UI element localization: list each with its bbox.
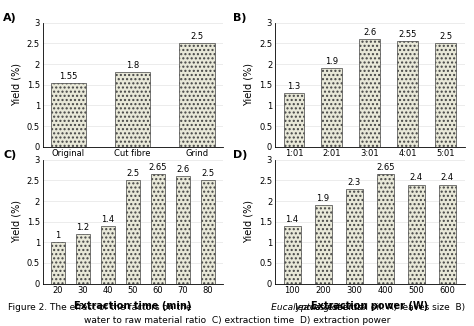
Text: 2.3: 2.3 — [347, 178, 361, 186]
Text: 2.65: 2.65 — [148, 163, 167, 172]
Bar — [76, 234, 90, 284]
Bar — [176, 176, 190, 284]
Y-axis label: Yield (%): Yield (%) — [11, 63, 21, 106]
Text: 2.4: 2.4 — [441, 173, 454, 183]
Text: 1.55: 1.55 — [59, 72, 78, 81]
Text: 1.9: 1.9 — [325, 57, 338, 66]
X-axis label: Water : raw material ratio (mL.:g): Water : raw material ratio (mL.:g) — [276, 164, 463, 174]
Bar — [201, 180, 215, 284]
Text: 1.4: 1.4 — [285, 215, 299, 224]
Text: B): B) — [233, 13, 246, 23]
Bar — [283, 226, 301, 284]
Text: 2.6: 2.6 — [176, 165, 189, 174]
Bar — [346, 189, 363, 284]
Text: D): D) — [233, 150, 247, 160]
X-axis label: Size: Size — [121, 164, 144, 174]
Bar — [126, 180, 140, 284]
Bar — [397, 41, 418, 147]
Text: 1.2: 1.2 — [76, 223, 89, 232]
Text: A): A) — [3, 13, 17, 23]
Y-axis label: Yield (%): Yield (%) — [11, 200, 21, 243]
Bar — [408, 185, 425, 284]
Bar — [315, 205, 332, 284]
Text: 1.8: 1.8 — [126, 61, 139, 70]
X-axis label: Extraction power (W): Extraction power (W) — [311, 301, 428, 311]
Y-axis label: Yield (%): Yield (%) — [244, 200, 254, 243]
Bar — [377, 174, 394, 284]
Text: 1.4: 1.4 — [101, 215, 114, 224]
Text: 1.3: 1.3 — [287, 82, 301, 91]
Bar — [151, 174, 164, 284]
Bar — [51, 83, 86, 147]
Bar — [115, 72, 150, 147]
Text: C): C) — [3, 150, 16, 160]
Bar — [321, 68, 342, 147]
Text: Eucalyptus globulus: Eucalyptus globulus — [112, 303, 362, 312]
Bar — [101, 226, 115, 284]
Text: 1: 1 — [55, 231, 60, 240]
Y-axis label: Yield (%): Yield (%) — [244, 63, 254, 106]
Bar — [283, 93, 304, 147]
Bar — [179, 43, 215, 147]
X-axis label: Extraction time (min): Extraction time (min) — [74, 301, 191, 311]
Bar — [439, 185, 456, 284]
Bar — [359, 39, 380, 147]
Bar — [51, 242, 64, 284]
Text: 1.9: 1.9 — [317, 194, 330, 203]
Text: water to raw material ratio  C) extraction time  D) extraction power: water to raw material ratio C) extractio… — [84, 316, 390, 325]
Text: 2.5: 2.5 — [201, 169, 214, 178]
Text: 2.5: 2.5 — [439, 32, 452, 41]
Text: Figure 2. The effect of the factors on the                                    le: Figure 2. The effect of the factors on t… — [9, 303, 465, 312]
Text: 2.5: 2.5 — [126, 169, 139, 178]
Bar — [435, 43, 456, 147]
Text: 2.4: 2.4 — [410, 173, 423, 183]
Text: 2.6: 2.6 — [363, 28, 376, 37]
Text: 2.5: 2.5 — [191, 32, 203, 41]
Text: 2.55: 2.55 — [399, 30, 417, 39]
Text: 2.65: 2.65 — [376, 163, 394, 172]
